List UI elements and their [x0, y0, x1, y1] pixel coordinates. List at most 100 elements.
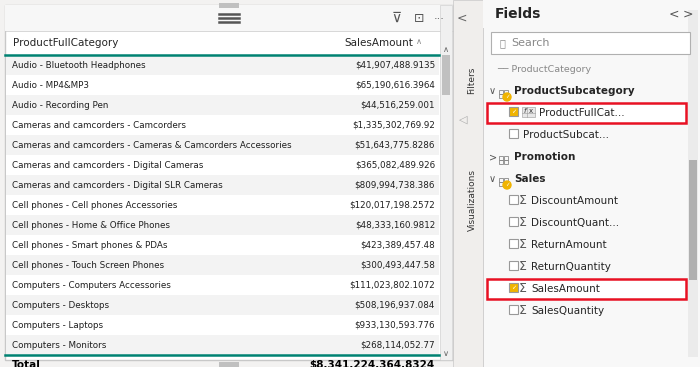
- Bar: [6, 135, 439, 155]
- Text: ✓: ✓: [511, 109, 516, 115]
- Bar: [442, 55, 450, 95]
- Text: Fields: Fields: [495, 7, 541, 21]
- Text: Σ: Σ: [519, 261, 527, 273]
- Text: Cameras and camcorders - Cameras & Camcorders Accessories: Cameras and camcorders - Cameras & Camco…: [12, 141, 292, 149]
- Text: $365,082,489.926: $365,082,489.926: [355, 160, 435, 170]
- Text: $8,341,224,364.8324: $8,341,224,364.8324: [309, 360, 435, 367]
- Text: Computers - Computers Accessories: Computers - Computers Accessories: [12, 280, 171, 290]
- Text: ⊡: ⊡: [414, 11, 424, 25]
- Bar: [440, 5, 452, 360]
- Bar: [5, 5, 453, 31]
- Bar: [483, 0, 700, 28]
- Bar: [6, 75, 439, 95]
- Text: Visualizations: Visualizations: [468, 169, 477, 231]
- Text: ···: ···: [433, 14, 444, 24]
- Text: <: <: [456, 11, 468, 25]
- Text: $508,196,937.084: $508,196,937.084: [355, 301, 435, 309]
- Text: ProductSubcat...: ProductSubcat...: [523, 130, 609, 140]
- Bar: [6, 175, 439, 195]
- Bar: [6, 95, 439, 115]
- Bar: [6, 335, 439, 355]
- Text: Cameras and camcorders - Digital Cameras: Cameras and camcorders - Digital Cameras: [12, 160, 204, 170]
- Text: ProductFullCat...: ProductFullCat...: [539, 108, 624, 118]
- Bar: [503, 178, 507, 182]
- Bar: [219, 3, 239, 8]
- Bar: [503, 160, 507, 164]
- Text: ReturnAmount: ReturnAmount: [531, 240, 607, 250]
- Text: 🔍: 🔍: [499, 38, 505, 48]
- Bar: [6, 55, 439, 75]
- Text: DiscountAmount: DiscountAmount: [531, 196, 618, 206]
- Text: Computers - Desktops: Computers - Desktops: [12, 301, 109, 309]
- Bar: [6, 295, 439, 315]
- Circle shape: [503, 93, 511, 101]
- Bar: [522, 107, 535, 117]
- Text: Cell phones - Touch Screen Phones: Cell phones - Touch Screen Phones: [12, 261, 164, 269]
- Text: Σ: Σ: [519, 283, 527, 295]
- Text: $300,493,447.58: $300,493,447.58: [360, 261, 435, 269]
- Text: $111,023,802.1072: $111,023,802.1072: [349, 280, 435, 290]
- Text: f: f: [524, 108, 526, 114]
- Text: SalesAmount: SalesAmount: [531, 284, 600, 294]
- Text: $268,114,052.77: $268,114,052.77: [360, 341, 435, 349]
- Text: <: <: [668, 7, 679, 21]
- Bar: [487, 279, 686, 299]
- Bar: [688, 10, 698, 357]
- Text: Filters: Filters: [468, 66, 477, 94]
- Bar: [453, 0, 483, 367]
- Text: ∨: ∨: [489, 86, 496, 96]
- Text: ✓: ✓: [505, 94, 510, 99]
- Text: Σ: Σ: [519, 239, 527, 251]
- Text: >: >: [489, 152, 497, 162]
- Bar: [5, 5, 453, 360]
- Bar: [509, 239, 518, 248]
- Text: ∨: ∨: [443, 349, 449, 359]
- Bar: [6, 215, 439, 235]
- Bar: [499, 160, 503, 164]
- Bar: [499, 182, 503, 186]
- Text: Cameras and camcorders - Digital SLR Cameras: Cameras and camcorders - Digital SLR Cam…: [12, 181, 223, 189]
- Text: ✓: ✓: [511, 286, 516, 291]
- Bar: [487, 103, 686, 123]
- Bar: [503, 182, 507, 186]
- Bar: [499, 178, 503, 182]
- Text: Sales: Sales: [514, 174, 545, 184]
- Text: Cell phones - Home & Office Phones: Cell phones - Home & Office Phones: [12, 221, 170, 229]
- Bar: [499, 90, 503, 94]
- Text: $44,516,259.001: $44,516,259.001: [360, 101, 435, 109]
- Text: $41,907,488.9135: $41,907,488.9135: [355, 61, 435, 69]
- Text: x: x: [529, 108, 533, 114]
- Bar: [503, 94, 507, 98]
- Text: Audio - Bluetooth Headphones: Audio - Bluetooth Headphones: [12, 61, 146, 69]
- Bar: [6, 275, 439, 295]
- Text: $51,643,775.8286: $51,643,775.8286: [355, 141, 435, 149]
- Bar: [689, 160, 697, 280]
- Text: ProductFullCategory: ProductFullCategory: [13, 38, 118, 48]
- Text: $48,333,160.9812: $48,333,160.9812: [355, 221, 435, 229]
- Text: $65,190,616.3964: $65,190,616.3964: [355, 80, 435, 90]
- Text: >: >: [682, 7, 693, 21]
- Text: SalesQuantity: SalesQuantity: [531, 306, 604, 316]
- Bar: [509, 283, 518, 292]
- Text: ⊽: ⊽: [392, 11, 402, 25]
- Text: Promotion: Promotion: [514, 152, 575, 162]
- Bar: [509, 195, 518, 204]
- Text: Audio - MP4&MP3: Audio - MP4&MP3: [12, 80, 89, 90]
- Bar: [503, 156, 507, 160]
- Text: Σ: Σ: [519, 305, 527, 317]
- Text: $809,994,738.386: $809,994,738.386: [355, 181, 435, 189]
- Text: ∧: ∧: [443, 44, 449, 54]
- Text: ◁: ◁: [458, 115, 468, 125]
- Text: ∧: ∧: [416, 37, 422, 47]
- Text: Cell phones - Cell phones Accessories: Cell phones - Cell phones Accessories: [12, 200, 177, 210]
- Bar: [509, 129, 518, 138]
- Bar: [499, 94, 503, 98]
- Bar: [6, 195, 439, 215]
- Text: ── ProductCategory: ── ProductCategory: [497, 65, 591, 73]
- Text: $423,389,457.48: $423,389,457.48: [360, 240, 435, 250]
- Text: Total: Total: [12, 360, 41, 367]
- Text: ✓: ✓: [505, 182, 510, 188]
- Bar: [499, 156, 503, 160]
- Text: Cell phones - Smart phones & PDAs: Cell phones - Smart phones & PDAs: [12, 240, 167, 250]
- Text: DiscountQuant...: DiscountQuant...: [531, 218, 619, 228]
